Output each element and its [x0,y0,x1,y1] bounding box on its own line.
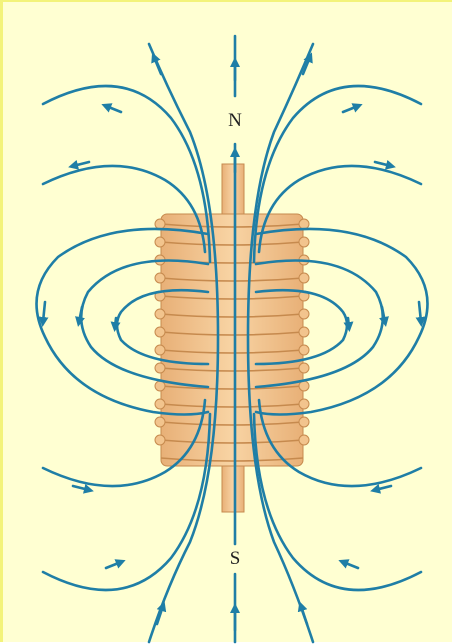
field-line-upper-right-2 [252,84,423,264]
iron-core-bottom [221,463,245,513]
field-line-upper-right-3-arrow [373,159,396,170]
field-line-right-1 [246,42,315,644]
field-line-lower-right-3 [257,398,423,488]
field-line-upper-left-3-arrow [68,159,91,170]
field-line-lower-left-3-arrow [71,483,94,494]
field-line-left-1-arrow-top [151,52,163,76]
field-line-loop-right-inner-arrow [343,316,354,332]
field-line-right-1-arrow-bot [297,601,309,626]
north-pole-label: N [228,110,242,131]
field-line-right-1-arrow-top [301,52,313,76]
field-line-upper-left-2 [41,84,212,264]
field-lines [35,34,429,644]
field-line-lower-left-2-arrow [104,559,126,570]
field-line-loop-left-outer [35,227,210,416]
south-pole-label: S [230,548,241,569]
field-line-upper-right-2-arrow [341,103,363,114]
field-line-loop-left-mid-arrow [75,305,85,327]
solenoid-coil [154,163,310,513]
field-line-lower-right-3-arrow [370,483,393,494]
field-line-lower-right-2-arrow [338,559,360,570]
field-line-upper-left-2-arrow [101,103,123,114]
field-line-left-1 [147,42,220,644]
field-line-loop-left-outer-arrow [38,300,49,327]
field-line-loop-right-outer-arrow [415,300,426,327]
field-line-lower-left-2 [41,412,212,592]
field-line-lower-right-2 [252,412,423,592]
field-line-left-1-arrow-bot [155,601,167,626]
field-line-upper-left-3 [41,164,207,254]
field-line-loop-right-outer [254,227,429,416]
field-line-upper-right-3 [257,164,423,254]
field-line-loop-right-mid-arrow [379,305,389,327]
coil-body [160,213,304,467]
solenoid-field-diagram: N S [35,34,429,644]
field-line-lower-left-3 [41,398,207,488]
field-line-loop-left-inner-arrow [110,316,121,332]
